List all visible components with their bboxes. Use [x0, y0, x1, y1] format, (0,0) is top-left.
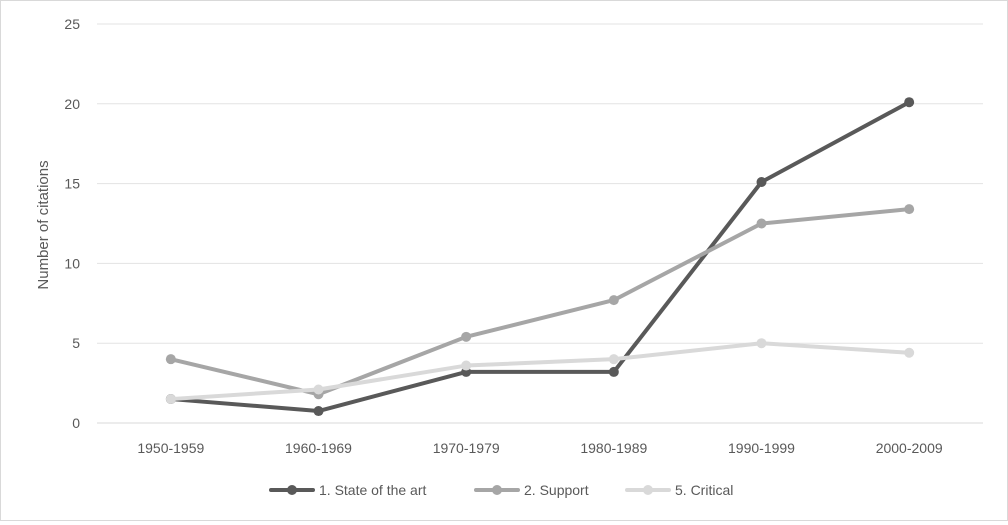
data-point — [313, 406, 324, 417]
legend-label: 5. Critical — [675, 482, 733, 498]
gridlines — [97, 23, 983, 424]
series-1 — [165, 97, 915, 417]
x-tick-label: 1980-1989 — [580, 440, 647, 456]
x-tick-label: 1970-1979 — [433, 440, 500, 456]
data-point — [756, 338, 767, 349]
legend-item: 5. Critical — [625, 482, 733, 498]
data-point — [904, 204, 915, 215]
data-point — [461, 331, 472, 342]
series-line — [168, 341, 912, 402]
series-line — [168, 100, 912, 414]
y-tick-label: 25 — [64, 16, 80, 32]
y-tick-label: 20 — [64, 96, 80, 112]
series-group — [165, 97, 915, 417]
data-point — [756, 177, 767, 188]
legend-swatch-marker — [492, 485, 502, 495]
data-point — [165, 354, 176, 365]
data-point — [756, 218, 767, 229]
x-axis-ticks: 1950-1959 1960-1969 1970-1979 1980-1989 1990… — [137, 440, 942, 456]
data-point — [313, 384, 324, 395]
legend-swatch-marker — [287, 485, 297, 495]
x-tick-label: 2000-2009 — [876, 440, 943, 456]
y-axis-label: Number of citations — [35, 160, 52, 289]
legend-label: 1. State of the art — [319, 482, 427, 498]
y-tick-label: 10 — [64, 255, 80, 271]
x-tick-label: 1960-1969 — [285, 440, 352, 456]
data-point — [608, 366, 619, 377]
legend: 1. State of the art 2. Support 5. Critical — [269, 482, 733, 498]
data-point — [165, 394, 176, 405]
x-tick-label: 1950-1959 — [137, 440, 204, 456]
series-line — [168, 207, 912, 397]
data-point — [904, 97, 915, 108]
data-point — [608, 354, 619, 365]
legend-swatch-marker — [643, 485, 653, 495]
legend-item: 1. State of the art — [269, 482, 427, 498]
data-point — [608, 295, 619, 306]
y-tick-label: 0 — [72, 415, 80, 431]
data-point — [461, 360, 472, 371]
y-tick-label: 15 — [64, 176, 80, 192]
y-tick-label: 5 — [72, 335, 80, 351]
y-axis-ticks: 0 5 10 15 20 25 — [64, 16, 80, 431]
legend-label: 2. Support — [524, 482, 589, 498]
series-3 — [165, 338, 915, 405]
x-tick-label: 1990-1999 — [728, 440, 795, 456]
legend-item: 2. Support — [474, 482, 589, 498]
data-point — [904, 347, 915, 358]
